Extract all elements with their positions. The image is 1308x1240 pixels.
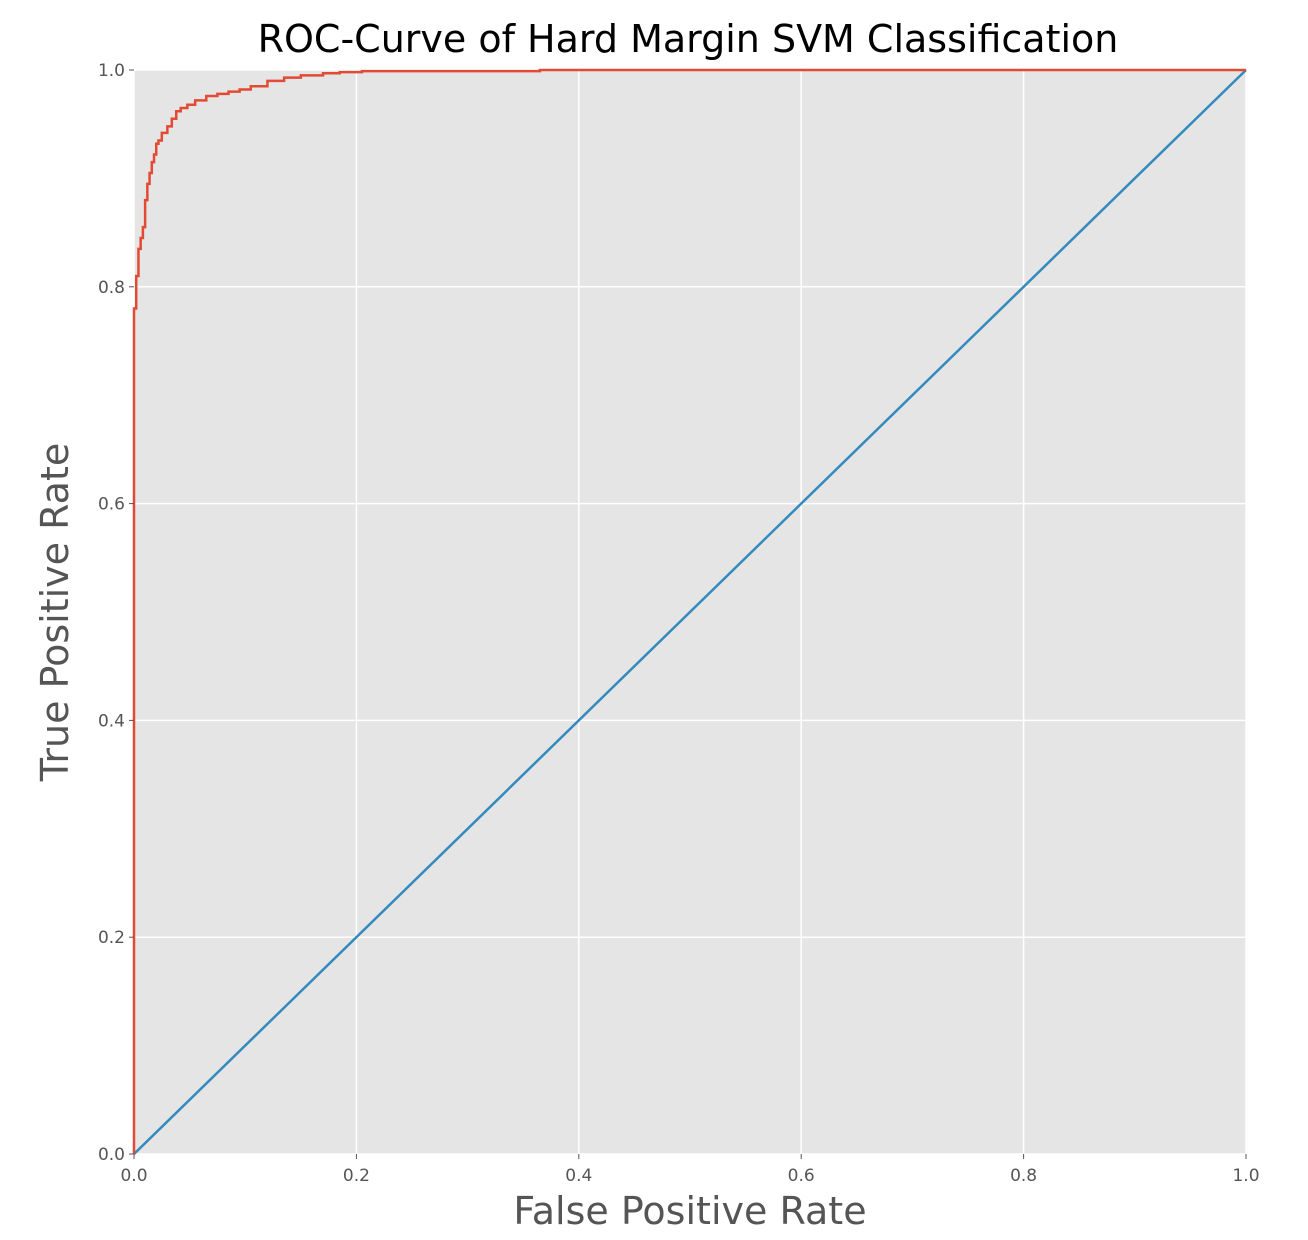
roc-curve-line [132, 68, 1246, 1154]
x-tick-label: 0.0 [120, 1166, 147, 1186]
y-tick-label: 0.0 [98, 1145, 125, 1165]
x-tick-label: 1.0 [1232, 1166, 1259, 1186]
x-tick-label: 0.6 [788, 1166, 815, 1186]
diagonal-reference-line [133, 69, 1247, 1155]
x-axis-label: False Positive Rate [513, 1189, 866, 1233]
x-tick-label: 0.8 [1010, 1166, 1037, 1186]
series-layer [132, 68, 1247, 1155]
y-tick-label: 0.4 [98, 711, 125, 731]
y-tick-label: 1.0 [98, 61, 125, 81]
y-tick-label: 0.8 [98, 278, 125, 298]
grid-lines [133, 69, 1247, 1155]
y-tick-label: 0.2 [98, 928, 125, 948]
y-tick-label: 0.6 [98, 495, 125, 515]
x-tick-label: 0.4 [565, 1166, 592, 1186]
tick-layer: 0.0 0.2 0.4 0.6 0.8 1.0 0.0 0.2 0.4 0.6 0.8 1.0 [98, 61, 1260, 1186]
chart-title: ROC-Curve of Hard Margin SVM Classificat… [258, 17, 1119, 61]
x-tick-label: 0.2 [343, 1166, 370, 1186]
y-axis-label: True Positive Rate [33, 443, 77, 783]
